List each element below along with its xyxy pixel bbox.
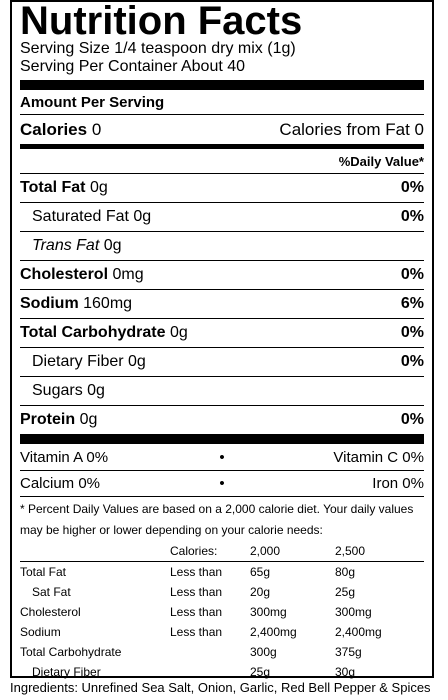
cell: Calories:: [170, 541, 250, 562]
nutrient-dv: 6%: [400, 295, 424, 312]
nutrient-row-cholesterol: Cholesterol 0mg 0%: [20, 260, 424, 289]
nutrient-amount: 0g: [128, 353, 146, 370]
calories-from-fat-value: 0: [414, 119, 424, 139]
cell: Less than: [170, 565, 223, 579]
calories-value: 0: [91, 119, 102, 139]
footnote-table-header: Calories: 2,000 2,500: [20, 541, 424, 562]
cell: 20g: [250, 585, 271, 599]
nutrient-row-dietary-fiber: Dietary Fiber 0g 0%: [20, 347, 424, 376]
table-row: Cholesterol Less than 300mg 300mg: [20, 602, 424, 622]
table-row: Sat Fat Less than 20g 25g: [20, 582, 424, 602]
cell: 65g: [250, 565, 271, 579]
nutrient-amount: 0g: [133, 208, 152, 225]
nutrient-label: Sodium: [20, 295, 79, 312]
nutrient-dv: 0%: [400, 411, 424, 428]
cell: 25g: [335, 585, 356, 599]
nutrient-label: Total Carbohydrate: [20, 324, 166, 341]
nutrient-row-saturated-fat: Saturated Fat 0g 0%: [20, 202, 424, 231]
cell: 30g: [335, 665, 356, 679]
cell: Total Carbohydrate: [20, 645, 122, 659]
nutrient-label: Dietary Fiber: [32, 353, 124, 370]
cell: Total Fat: [20, 565, 67, 579]
cell: Less than: [170, 605, 223, 619]
cell: 25g: [250, 665, 271, 679]
nutrient-dv: 0%: [400, 208, 424, 225]
bullet-separator: •: [219, 448, 225, 466]
nutrient-dv: 0%: [400, 266, 424, 283]
vitamin-left: Calcium 0%: [20, 475, 101, 492]
thick-divider: [20, 434, 424, 444]
nutrient-label: Cholesterol: [20, 266, 109, 283]
cell: Cholesterol: [20, 605, 81, 619]
medium-divider: [20, 144, 424, 149]
nutrient-label: Total Fat: [20, 179, 86, 196]
amount-per-serving-label: Amount Per Serving: [20, 93, 165, 111]
cell: 2,000: [250, 541, 335, 562]
cell: Sodium: [20, 625, 61, 639]
amount-per-serving: Amount Per Serving: [20, 90, 424, 114]
cell: 300mg: [335, 605, 372, 619]
vitamin-row: Calcium 0% • Iron 0%: [20, 470, 424, 496]
nutrient-amount: 160mg: [83, 295, 133, 312]
cell: Sat Fat: [32, 585, 71, 599]
table-row: Dietary Fiber 25g 30g: [20, 662, 424, 682]
cell: 2,400mg: [335, 625, 382, 639]
footnote: * Percent Daily Values are based on a 2,…: [20, 502, 414, 537]
nutrient-amount: 0g: [89, 179, 108, 196]
cell: 375g: [335, 645, 362, 659]
nutrient-row-protein: Protein 0g 0%: [20, 405, 424, 434]
cell: 2,500: [335, 541, 424, 562]
calories-row: Calories 0 Calories from Fat 0: [20, 114, 424, 144]
nutrient-dv: 0%: [400, 179, 424, 196]
table-row: Total Carbohydrate 300g 375g: [20, 642, 424, 662]
table-row: Sodium Less than 2,400mg 2,400mg: [20, 622, 424, 642]
footnote-table: Calories: 2,000 2,500 Total Fat Less tha…: [20, 541, 424, 682]
nutrient-row-total-fat: Total Fat 0g 0%: [20, 173, 424, 202]
nutrient-row-sugars: Sugars 0g: [20, 376, 424, 405]
servings-per-container: Serving Per Container About 40: [20, 58, 246, 75]
nutrient-dv: 0%: [400, 353, 424, 370]
cell: [170, 662, 250, 682]
vitamin-row: Vitamin A 0% • Vitamin C 0%: [20, 444, 424, 470]
cell: Less than: [170, 625, 223, 639]
cell: Less than: [170, 585, 223, 599]
ingredients-list: Ingredients: Unrefined Sea Salt, Onion, …: [10, 680, 431, 695]
vitamin-left: Vitamin A 0%: [20, 448, 109, 466]
nutrient-amount: 0mg: [112, 266, 144, 283]
cell: 80g: [335, 565, 356, 579]
nutrient-amount: 0g: [79, 411, 98, 428]
calories-from-fat-label: Calories from Fat: [279, 119, 410, 139]
nutrient-label: Protein: [20, 411, 76, 428]
cell: Dietary Fiber: [32, 665, 101, 679]
nutrition-facts-panel: Nutrition Facts Serving Size 1/4 teaspoo…: [10, 0, 434, 679]
vitamin-right: Vitamin C 0%: [333, 448, 424, 466]
calories-label: Calories: [20, 119, 88, 139]
nutrient-row-total-carbohydrate: Total Carbohydrate 0g 0%: [20, 318, 424, 347]
cell: 300mg: [250, 605, 287, 619]
nutrient-amount: 0g: [103, 237, 122, 254]
vitamin-right: Iron 0%: [372, 475, 424, 492]
cell: [20, 541, 170, 562]
nutrient-label: Sugars: [32, 382, 83, 399]
panel-title: Nutrition Facts: [20, 0, 303, 43]
nutrient-dv: 0%: [400, 324, 424, 341]
nutrient-row-sodium: Sodium 160mg 6%: [20, 289, 424, 318]
daily-value-header: %Daily Value*: [338, 153, 424, 169]
thick-divider: [20, 80, 424, 90]
cell: 300g: [250, 645, 277, 659]
cell: [170, 642, 250, 662]
table-row: Total Fat Less than 65g 80g: [20, 562, 424, 583]
serving-size: Serving Size 1/4 teaspoon dry mix (1g): [20, 40, 296, 57]
thin-divider: [20, 496, 424, 497]
nutrient-label: Saturated Fat: [32, 208, 129, 225]
bullet-separator: •: [219, 475, 225, 492]
nutrient-row-trans-fat: Trans Fat 0g: [20, 231, 424, 260]
nutrient-label: Trans Fat: [32, 237, 100, 254]
nutrient-amount: 0g: [169, 324, 188, 341]
cell: 2,400mg: [250, 625, 297, 639]
nutrient-amount: 0g: [87, 382, 105, 399]
